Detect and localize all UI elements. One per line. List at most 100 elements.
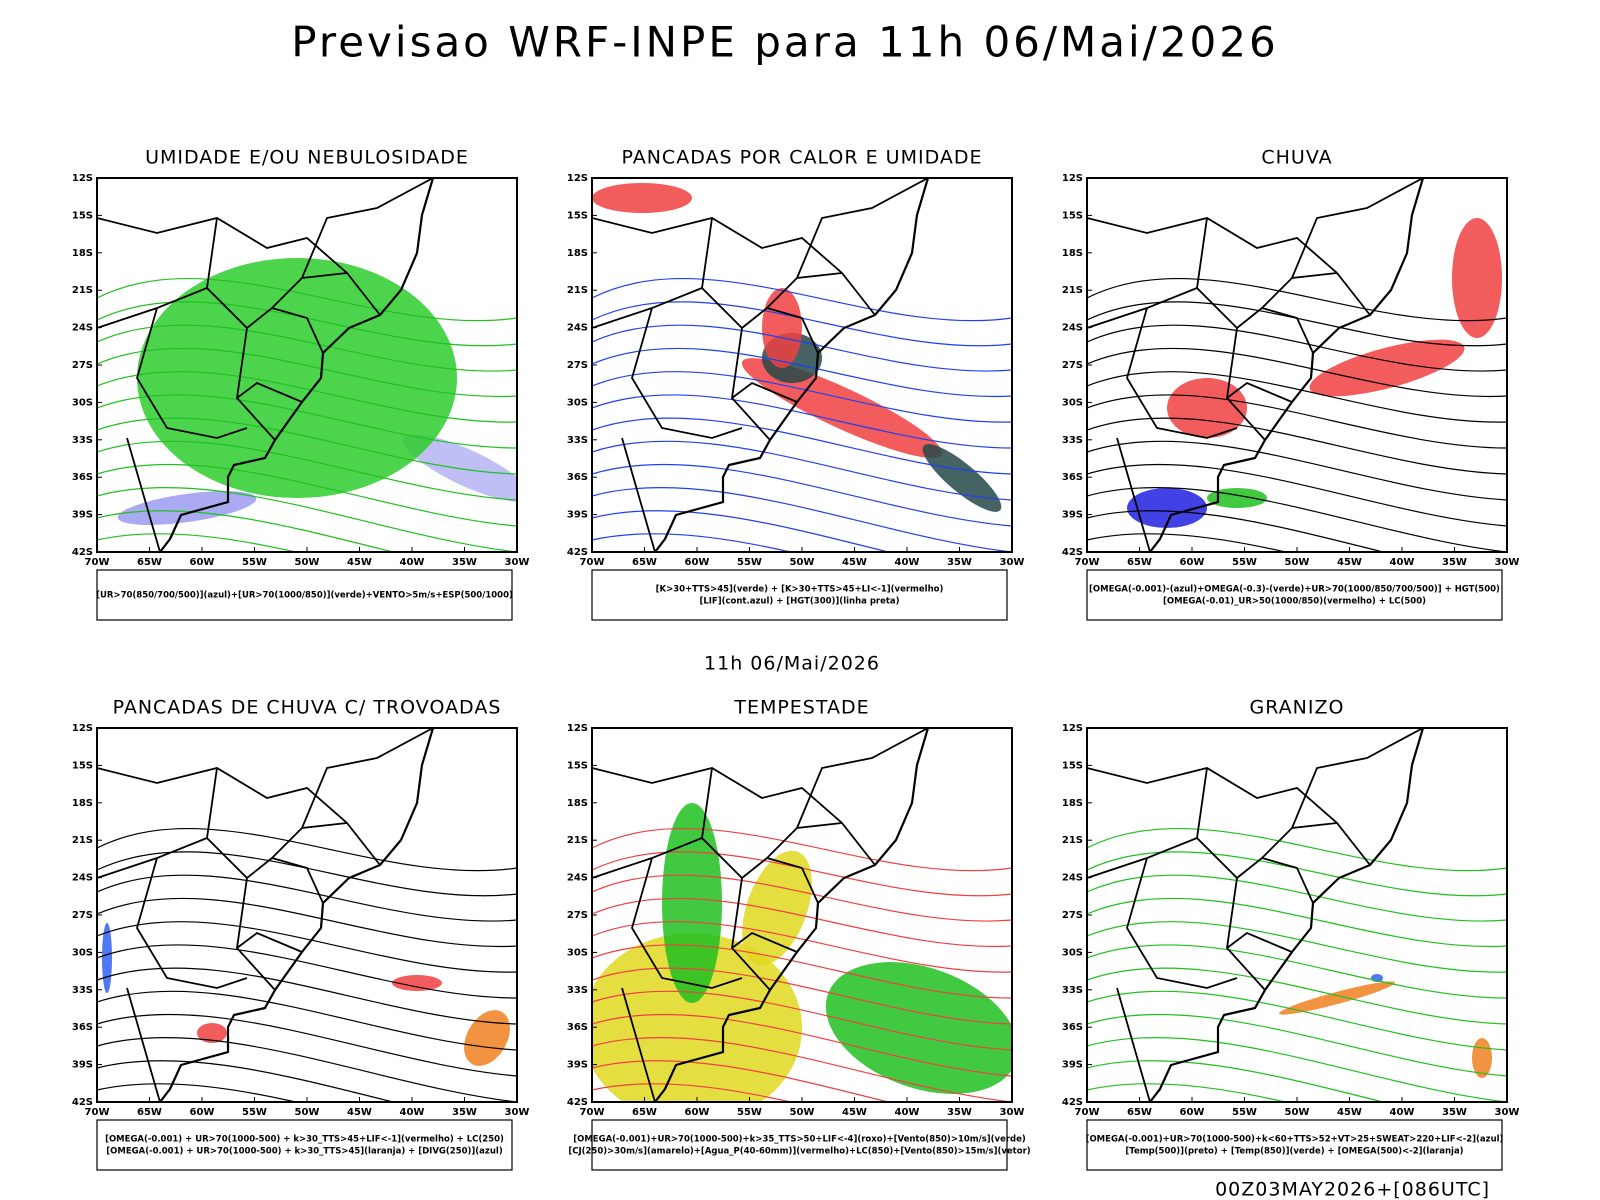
- lon-label: 55W: [737, 1107, 762, 1118]
- lat-label: 36S: [1062, 472, 1083, 483]
- legend-text: [Temp(500)](preto) + [Temp(850)](verde) …: [1125, 1147, 1463, 1157]
- lon-label: 65W: [137, 557, 162, 568]
- lon-label: 60W: [685, 557, 710, 568]
- lon-label: 45W: [842, 557, 867, 568]
- lon-label: 65W: [1127, 1107, 1152, 1118]
- field-area: [392, 975, 442, 991]
- contour-line: [592, 277, 1012, 322]
- legend-text: [CJ(250)>30m/s](amarelo)+[Agua_P(40-60mm…: [568, 1147, 1030, 1157]
- map-panel: TEMPESTADE 12S 15S 18S 21S 24S 27S 30S 33S 36S 39S…: [567, 697, 1031, 1171]
- field-area: [592, 183, 692, 213]
- lat-label: 36S: [567, 472, 588, 483]
- contour-line: [97, 347, 517, 398]
- field-area: [1309, 339, 1465, 397]
- lon-label: 65W: [137, 1107, 162, 1118]
- lat-label: 33S: [1062, 985, 1083, 996]
- lat-label: 24S: [72, 873, 93, 884]
- contour-line: [1087, 533, 1289, 552]
- lat-label: 12S: [567, 723, 588, 734]
- lat-label: 36S: [72, 1022, 93, 1033]
- lon-label: 70W: [85, 1107, 110, 1118]
- lon-label: 40W: [895, 557, 920, 568]
- lon-label: 35W: [947, 557, 972, 568]
- field-area: [662, 803, 722, 1003]
- lon-label: 65W: [632, 557, 657, 568]
- map-area: [97, 728, 517, 1102]
- contour-line: [592, 874, 1012, 922]
- contour-line: [1087, 324, 1507, 372]
- contour-line: [97, 371, 517, 423]
- field-area: [1279, 981, 1395, 1015]
- panel-title: PANCADAS POR CALOR E UMIDADE: [621, 147, 982, 169]
- contour-line: [97, 1083, 299, 1102]
- lon-label: 45W: [347, 1107, 372, 1118]
- field-area: [1452, 218, 1502, 338]
- lon-label: 70W: [580, 1107, 605, 1118]
- lon-label: 55W: [1232, 557, 1257, 568]
- lat-label: 27S: [72, 360, 93, 371]
- legend-text: [OMEGA(-0.001)+UR>70(1000-500)+k<60+TTS>…: [1086, 1135, 1504, 1145]
- legend-text: [LIF](cont.azul) + [HGT(300)](linha pret…: [699, 597, 899, 607]
- lon-label: 60W: [1180, 1107, 1205, 1118]
- contour-line: [97, 897, 517, 948]
- field-area: [117, 491, 257, 525]
- lat-label: 12S: [567, 173, 588, 184]
- map-area: [1087, 178, 1507, 552]
- lat-label: 36S: [72, 472, 93, 483]
- contour-line: [1087, 851, 1507, 897]
- map-area: [592, 178, 1012, 552]
- lat-label: 30S: [72, 947, 93, 958]
- map-area: [97, 178, 517, 552]
- lat-label: 21S: [567, 835, 588, 846]
- contour-line: [1087, 990, 1507, 1051]
- legend-text: [OMEGA(-0.001) + UR>70(1000-500) + k>30_…: [105, 1135, 504, 1145]
- lat-label: 21S: [72, 285, 93, 296]
- lon-label: 60W: [1180, 557, 1205, 568]
- lat-label: 15S: [1062, 210, 1083, 221]
- contour-line: [97, 486, 517, 552]
- lat-label: 15S: [72, 210, 93, 221]
- lon-label: 50W: [1285, 1107, 1310, 1118]
- lon-label: 45W: [842, 1107, 867, 1118]
- lat-label: 15S: [72, 760, 93, 771]
- contour-line: [592, 440, 1012, 501]
- contour-line: [592, 990, 1012, 1051]
- lat-label: 27S: [567, 360, 588, 371]
- legend-box: [1086, 569, 1503, 621]
- lat-label: 27S: [72, 910, 93, 921]
- contour-line: [1087, 944, 1507, 999]
- contour-line: [592, 967, 1012, 1025]
- lat-label: 21S: [1062, 285, 1083, 296]
- lon-label: 40W: [400, 557, 425, 568]
- legend-text: [K>30+TTS>45](verde) + [K>30+TTS>45+LI<-…: [656, 585, 944, 595]
- lon-label: 35W: [1442, 1107, 1467, 1118]
- lat-label: 18S: [72, 248, 93, 259]
- contour-line: [1087, 1036, 1507, 1102]
- field-area: [137, 258, 457, 498]
- lat-label: 33S: [1062, 435, 1083, 446]
- lat-label: 24S: [1062, 323, 1083, 334]
- legend-box: [96, 1119, 513, 1171]
- contour-line: [97, 921, 517, 973]
- contour-line: [1087, 486, 1507, 552]
- lon-label: 70W: [580, 557, 605, 568]
- lat-label: 21S: [72, 835, 93, 846]
- lon-label: 50W: [295, 557, 320, 568]
- legend-box: [1086, 1119, 1503, 1171]
- contour-line: [97, 324, 517, 372]
- lat-label: 42S: [72, 547, 93, 558]
- contour-line: [592, 324, 1012, 372]
- contour-line: [1087, 371, 1507, 423]
- lat-label: 24S: [567, 873, 588, 884]
- lon-label: 40W: [1390, 1107, 1415, 1118]
- lat-label: 36S: [567, 1022, 588, 1033]
- lat-label: 21S: [567, 285, 588, 296]
- contour-line: [1087, 347, 1507, 398]
- contour-line: [97, 990, 517, 1051]
- lon-label: 55W: [242, 1107, 267, 1118]
- lat-label: 12S: [72, 173, 93, 184]
- lon-label: 50W: [295, 1107, 320, 1118]
- panel-title: PANCADAS DE CHUVA C/ TROVOADAS: [113, 697, 502, 719]
- legend-box: [591, 1119, 1008, 1171]
